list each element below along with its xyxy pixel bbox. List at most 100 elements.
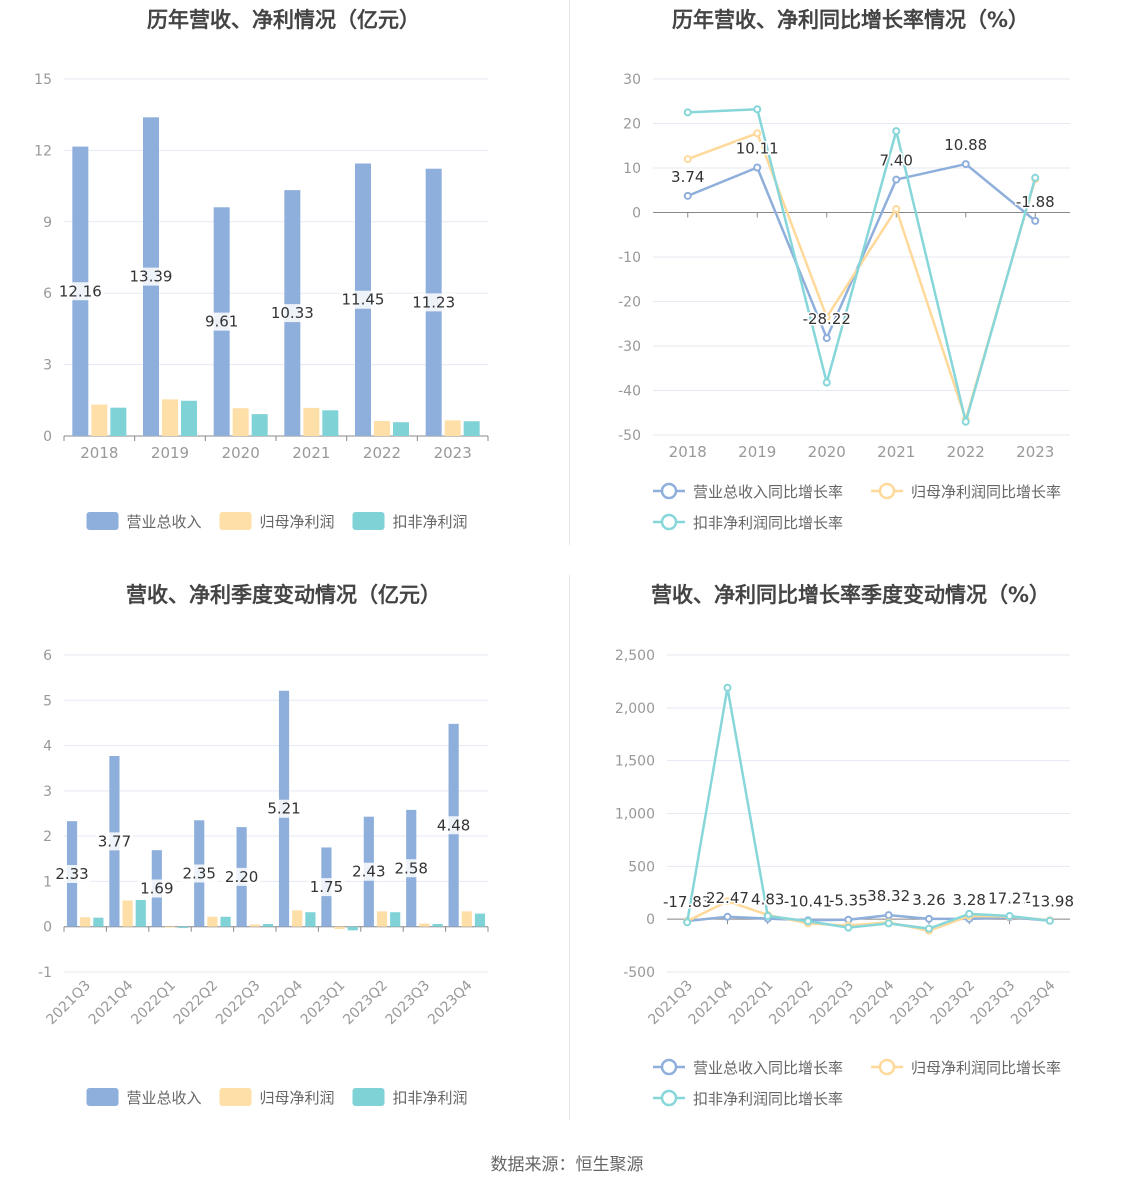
data-label: 3.74 [671,168,704,186]
series-line [685,687,1050,930]
data-point [683,191,692,200]
data-label: 1.69 [140,879,173,897]
y-tick-label: 3 [43,358,52,374]
data-label-bg [95,832,134,851]
data-label: 2.58 [395,859,428,877]
data-point [924,924,933,933]
x-tick-label: 2023 [1016,443,1054,461]
data-label: 1.75 [310,878,343,896]
data-label: 9.61 [205,313,238,331]
x-tick-label: 2019 [738,443,776,461]
data-point [683,108,692,117]
data-label: 13.39 [130,268,173,286]
legend-label: 营业总收入 [127,1089,202,1107]
bar [432,923,443,927]
data-label: 3.28 [953,891,986,909]
y-tick-label: -500 [623,965,655,981]
data-label: -13.98 [1026,893,1074,911]
y-tick-label: 1,500 [615,754,655,770]
bar [110,407,127,436]
data-label: 11.23 [412,293,455,311]
legend-marker [660,1058,678,1076]
data-label-bg [339,290,387,309]
data-point [804,917,813,926]
x-tick-label: 2021Q3 [43,978,94,1029]
bar [461,911,472,927]
y-tick-label: -50 [618,428,641,444]
legend-marker [660,1089,678,1107]
data-label: 2.43 [352,863,385,881]
y-tick-label: 12 [34,143,52,159]
data-label-bg [434,816,473,835]
data-label: 10.33 [271,304,314,322]
legend-marker [878,482,896,500]
data-label-bg [269,304,316,323]
data-point [1031,216,1040,225]
data-label-bg [137,879,176,898]
legend-label: 营业总收入同比增长率 [693,1059,843,1077]
bar [91,404,108,436]
data-point [892,204,901,213]
legend-label: 归母净利润同比增长率 [911,1059,1061,1077]
data-label: 7.40 [880,152,913,170]
y-tick-label: 6 [43,648,52,664]
data-point [961,160,970,169]
bar [93,917,104,927]
chart-title: 营收、净利季度变动情况（亿元） [126,583,441,607]
data-point [1045,916,1054,925]
bar [419,923,430,927]
bar [322,410,339,436]
y-tick-label: 2 [43,829,52,845]
y-tick-label: 0 [43,429,52,445]
chart-panel-annual-revenue: 历年营收、净利情况（亿元） 0 3 6 9 12 15 12.16 13.39 9.61 10.3… [0,0,567,545]
data-label-bg [180,864,219,883]
data-label: 3.26 [912,891,945,909]
chart-title: 历年营收、净利同比增长率情况（%） [671,8,1030,32]
annual-growth-chart: -50 -40 -30 -20 -10 0 10 20 30 3.74 10.11 -28.22 7.4… [618,72,1070,532]
bar [220,916,231,927]
bar [474,913,486,927]
y-tick-label: -20 [618,295,641,311]
data-label: 10.88 [944,136,987,154]
x-tick-label: 2020 [808,443,846,461]
bar [164,926,176,928]
y-tick-label: 0 [646,912,655,928]
data-label-bg [202,312,241,331]
x-tick-label: 2023Q3 [383,978,434,1029]
legend-swatch [86,512,119,530]
chart-title: 营收、净利同比增长率季度变动情况（%） [650,583,1051,607]
data-label: -1.88 [1016,193,1055,211]
x-tick-label: 2018 [669,443,707,461]
bar [181,400,197,436]
data-point [961,417,970,426]
y-tick-label: 1 [43,874,52,890]
data-label: 38.32 [867,887,910,905]
data-label: 3.77 [98,832,131,850]
panel-divider-top [569,0,570,545]
legend-marker [878,1058,896,1076]
bar [334,926,345,929]
bar [122,900,133,927]
y-tick-label: -30 [618,339,641,355]
data-label: 2.20 [225,868,258,886]
data-label: -28.22 [803,310,851,328]
x-tick-label: 2023Q4 [425,977,476,1028]
bar [162,399,178,436]
x-tick-label: 2019 [151,444,189,462]
data-label-bg [57,282,104,301]
x-tick-label: 2021 [292,444,330,462]
data-label: -17.83 [663,893,711,911]
chart-title: 历年营收、净利情况（亿元） [147,8,420,32]
bar [303,407,320,436]
bar [374,421,390,436]
data-label: 2.33 [55,865,88,883]
data-point [1005,911,1014,920]
data-point [753,105,762,114]
data-label: -10.41 [784,892,832,910]
bar [292,910,303,927]
data-point [884,919,893,928]
x-tick-label: 2021 [877,443,915,461]
data-label: 4.48 [437,816,470,834]
data-source-note: 数据来源：恒生聚源 [490,1155,644,1175]
bar [178,926,189,929]
